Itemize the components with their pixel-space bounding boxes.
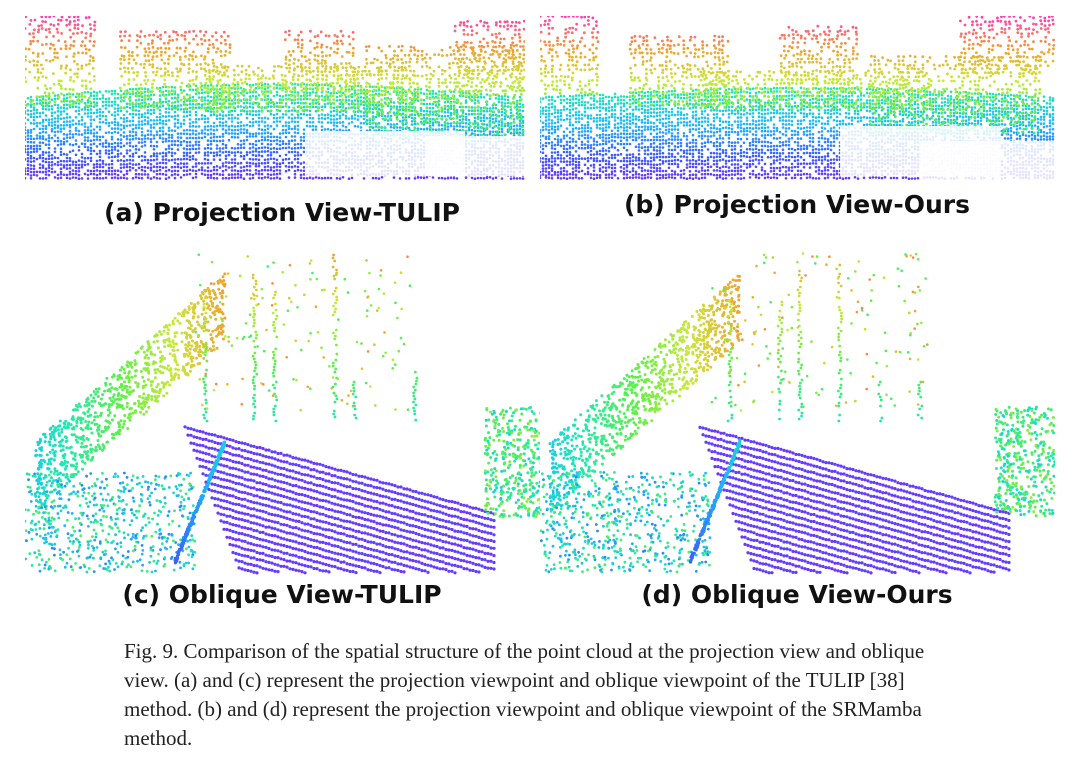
panel-b-label: (b) Projection View-Ours: [624, 190, 970, 219]
figure-caption: Fig. 9. Comparison of the spatial struct…: [124, 639, 925, 750]
panel-a-projection-tulip: [25, 16, 525, 184]
point-cloud-image: [25, 16, 525, 180]
panel-b-projection-ours: [540, 16, 1055, 184]
point-cloud-image: [25, 253, 540, 575]
panel-d-oblique-ours: [540, 232, 1055, 575]
panel-a-label: (a) Projection View-TULIP: [104, 198, 460, 227]
panel-c-oblique-tulip: [25, 232, 540, 575]
point-cloud-image: [540, 252, 1055, 575]
point-cloud-image: [540, 16, 1055, 184]
panel-d-label: (d) Oblique View-Ours: [641, 580, 953, 609]
panel-c-label: (c) Oblique View-TULIP: [122, 580, 442, 609]
